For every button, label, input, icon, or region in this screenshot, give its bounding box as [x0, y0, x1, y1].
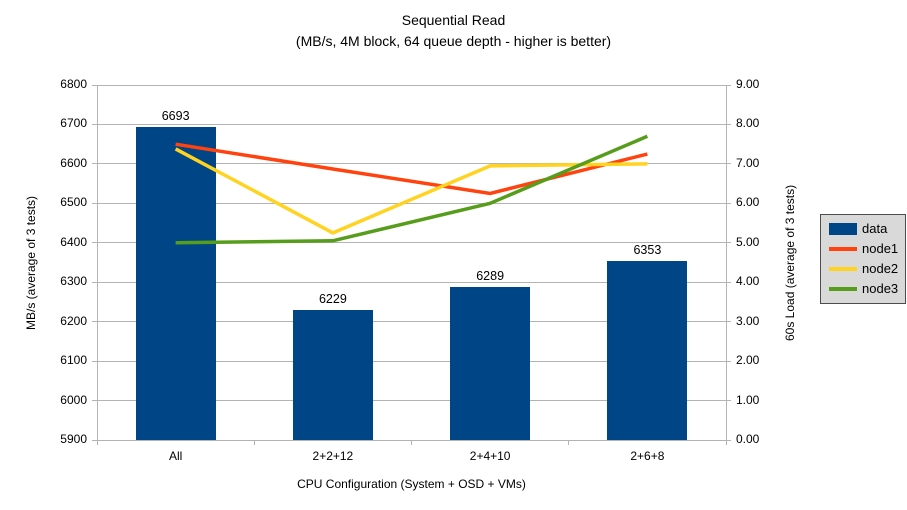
bar: [607, 261, 688, 440]
bar-value-label: 6229: [318, 292, 347, 307]
y-axis-right-tick-label: 9.00: [736, 77, 760, 91]
gridline: [97, 84, 726, 86]
y-axis-left-tick: [92, 242, 97, 244]
y-axis-left-tick: [92, 439, 97, 441]
legend-label: node1: [862, 241, 899, 256]
chart-title: Sequential Read: [401, 12, 506, 28]
y-axis-left-tick-label: 5900: [60, 432, 87, 446]
bar-value-label: 6289: [476, 268, 505, 283]
y-axis-right-line: [725, 85, 727, 440]
y-axis-left-tick: [92, 163, 97, 165]
y-axis-right-tick: [726, 360, 731, 362]
bar-value-label: 6353: [633, 243, 662, 258]
y-axis-right-tick: [726, 163, 731, 165]
x-axis-tick: [725, 440, 727, 445]
chart-title-block: Sequential Read (MB/s, 4M block, 64 queu…: [0, 10, 907, 52]
x-axis-tick-label: 2+6+8: [630, 449, 665, 463]
chart-subtitle: (MB/s, 4M block, 64 queue depth - higher…: [295, 33, 612, 49]
y-axis-right-tick: [726, 123, 731, 125]
legend-bar-swatch: [829, 223, 857, 235]
legend-line-swatch: [829, 287, 857, 291]
gridline: [97, 321, 726, 323]
y-axis-right-tick-label: 0.00: [736, 432, 760, 446]
x-axis-tick: [253, 440, 255, 445]
y-axis-right-tick-label: 5.00: [736, 234, 760, 249]
y-axis-right-tick: [726, 281, 731, 283]
gridline: [97, 123, 726, 125]
gridline: [97, 163, 726, 165]
y-axis-left-tick-label: 6500: [60, 195, 87, 210]
y-axis-left-tick: [92, 202, 97, 204]
y-axis-left-tick: [92, 321, 97, 323]
series-line-node2: [174, 147, 648, 235]
y-axis-left-tick: [92, 84, 97, 86]
bar-value-label: 6693: [161, 109, 190, 124]
y-axis-right-tick-label: 3.00: [736, 313, 760, 328]
x-axis-tick-label: 2+2+12: [312, 449, 354, 463]
y-axis-left-tick: [92, 123, 97, 125]
x-axis-tick: [96, 440, 98, 445]
y-axis-right-tick-label: 4.00: [736, 274, 760, 289]
legend-line-swatch: [829, 247, 857, 251]
y-axis-left-tick-label: 6000: [60, 392, 87, 407]
x-axis-tick-label: All: [168, 449, 183, 463]
y-axis-left-tick: [92, 281, 97, 283]
series-lines-overlay: [174, 134, 649, 245]
gridline: [97, 360, 726, 362]
y-axis-left-line: [96, 85, 98, 440]
y-axis-right-tick: [726, 84, 731, 86]
legend-label: data: [862, 221, 888, 236]
y-axis-right-tick: [726, 321, 731, 323]
y-axis-left-tick-label: 6100: [60, 353, 87, 368]
y-axis-left-tick: [92, 400, 97, 402]
legend: data node1 node2 node3: [820, 214, 907, 304]
y-axis-right-title: 60s Load (average of 3 tests): [783, 184, 797, 341]
legend-label: node2: [862, 261, 899, 276]
x-axis-tick-label: 2+4+10: [469, 449, 511, 463]
y-axis-left-tick-label: 6400: [60, 234, 87, 249]
legend-item-node3: node3: [829, 282, 898, 296]
y-axis-right-tick: [726, 202, 731, 204]
gridline: [97, 281, 726, 283]
y-axis-right-tick-label: 2.00: [736, 353, 760, 368]
gridline: [97, 202, 726, 204]
y-axis-left-tick-label: 6800: [60, 77, 87, 91]
legend-label: node3: [862, 281, 899, 296]
y-axis-right-tick-label: 8.00: [736, 116, 760, 131]
y-axis-right-tick: [726, 400, 731, 402]
y-axis-left-title: MB/s (average of 3 tests): [24, 195, 38, 330]
plot-area: 5900 6000 6100 6200 6300 6400 6500 6600 6700 6800…: [60, 77, 759, 463]
bar: [450, 286, 531, 440]
y-axis-right-tick: [726, 439, 731, 441]
legend-item-node1: node1: [829, 242, 898, 256]
legend-line-swatch: [829, 267, 857, 271]
x-axis-title: CPU Configuration (System + OSD + VMs): [297, 477, 526, 491]
y-axis-left-tick-label: 6300: [60, 274, 87, 289]
gridline: [97, 400, 726, 402]
legend-item-node2: node2: [829, 262, 898, 276]
y-axis-right-tick-label: 1.00: [736, 392, 760, 407]
y-axis-left-tick-label: 6200: [60, 313, 87, 328]
bar: [292, 310, 373, 440]
x-axis-tick: [568, 440, 570, 445]
bar: [135, 127, 216, 440]
y-axis-right-tick-label: 7.00: [736, 155, 760, 170]
y-axis-left-tick-label: 6600: [60, 155, 87, 170]
legend-item-data: data: [829, 222, 898, 236]
y-axis-left-tick-label: 6700: [60, 116, 87, 131]
y-axis-left-tick: [92, 360, 97, 362]
y-axis-right-tick-label: 6.00: [736, 195, 760, 210]
x-axis-tick: [411, 440, 412, 445]
series-line-node3: [175, 134, 649, 245]
y-axis-right-tick: [726, 242, 731, 244]
gridline: [97, 242, 726, 244]
series-line-node1: [175, 142, 648, 196]
